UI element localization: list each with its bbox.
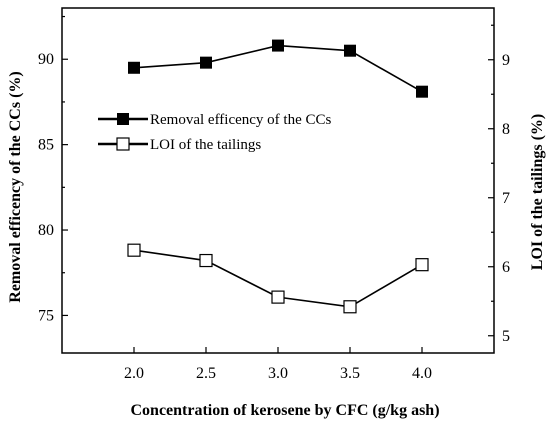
left-y-tick-label-2: 85 — [38, 137, 54, 154]
x-axis-ticks: 2.0 2.5 3.0 3.5 4.0 — [124, 347, 432, 382]
legend: Removal efficency of the CCs LOI of the … — [98, 112, 332, 153]
left-y-tick-label-0: 75 — [38, 307, 54, 324]
x-tick-label-4: 4.0 — [412, 365, 432, 382]
legend-label-loi: LOI of the tailings — [150, 137, 261, 153]
left-y-tick-label-3: 90 — [38, 51, 54, 68]
x-axis-title: Concentration of kerosene by CFC (g/kg a… — [130, 402, 439, 419]
right-y-tick-label-2: 7 — [502, 190, 510, 207]
series-1-point-3 — [343, 300, 357, 314]
right-y-tick-label-1: 6 — [502, 259, 510, 276]
series-0-point-0 — [128, 61, 140, 74]
series-0-point-4 — [416, 85, 428, 98]
legend-item-loi: LOI of the tailings — [98, 137, 261, 153]
left-y-tick-label-1: 80 — [38, 222, 54, 239]
left-y-axis-title: Removal efficency of the CCs (%) — [7, 71, 24, 302]
series-0-point-2 — [272, 39, 284, 52]
series-1-point-2 — [271, 290, 285, 304]
series-1-point-0 — [127, 243, 141, 257]
series-line-0 — [133, 44, 423, 93]
right-y-tick-label-4: 9 — [502, 52, 510, 69]
right-y-axis-title: LOI of the tailings (%) — [529, 114, 546, 270]
legend-label-removal: Removal efficency of the CCs — [150, 112, 332, 128]
x-tick-label-0: 2.0 — [124, 365, 144, 382]
series-0-point-3 — [344, 44, 356, 57]
x-tick-label-2: 3.0 — [268, 365, 288, 382]
right-y-axis-ticks: 5 6 7 8 9 — [488, 24, 510, 345]
series-1-point-1 — [199, 253, 213, 268]
series-layer — [127, 39, 429, 314]
left-y-axis-ticks: 75 80 85 90 — [38, 15, 68, 324]
right-y-tick-label-3: 8 — [502, 121, 510, 138]
series-0-point-1 — [200, 56, 212, 69]
right-y-tick-label-0: 5 — [502, 328, 510, 345]
x-tick-label-1: 2.5 — [196, 365, 216, 382]
legend-marker-loi — [116, 137, 130, 151]
x-tick-label-3: 3.5 — [340, 365, 360, 382]
series-1-point-4 — [415, 258, 429, 272]
legend-marker-removal — [117, 113, 129, 125]
legend-item-removal: Removal efficency of the CCs — [98, 112, 332, 128]
